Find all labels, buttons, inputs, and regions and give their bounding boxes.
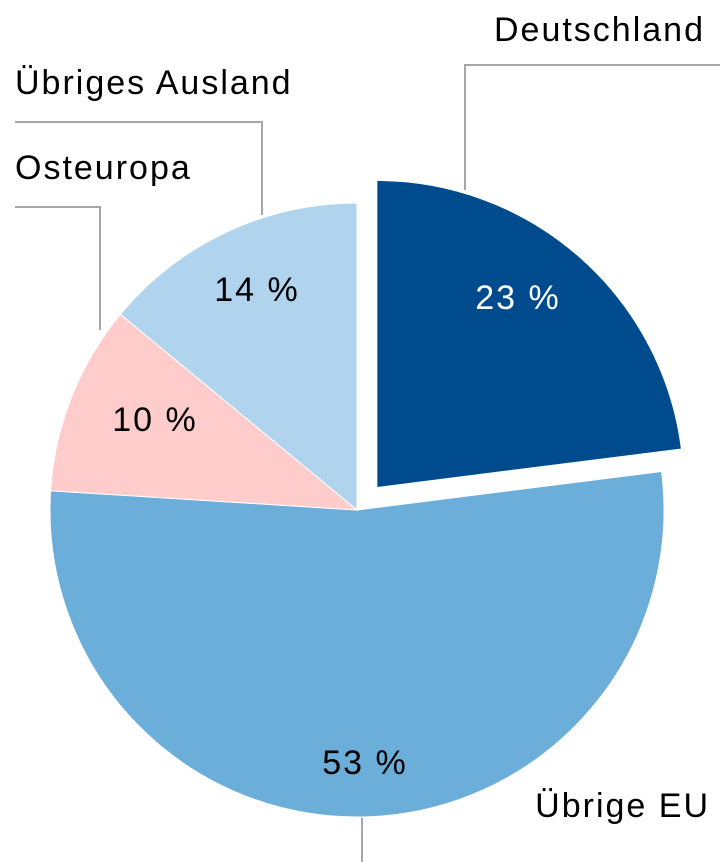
pie-slice <box>50 313 359 511</box>
value-label: 14 % <box>214 271 300 309</box>
leader-line <box>15 206 101 330</box>
pie-slice <box>119 202 358 512</box>
pie-slice <box>49 470 665 818</box>
value-label: 10 % <box>112 401 198 439</box>
value-label: 53 % <box>322 744 408 782</box>
category-label: Deutschland <box>494 11 705 49</box>
pie-slice <box>376 179 682 489</box>
leader-line <box>15 121 263 215</box>
value-label: 23 % <box>475 279 561 317</box>
category-label: Osteuropa <box>15 149 192 187</box>
category-label: Übrige EU <box>535 787 710 825</box>
category-label: Übriges Ausland <box>15 64 293 102</box>
leader-line <box>464 64 720 190</box>
